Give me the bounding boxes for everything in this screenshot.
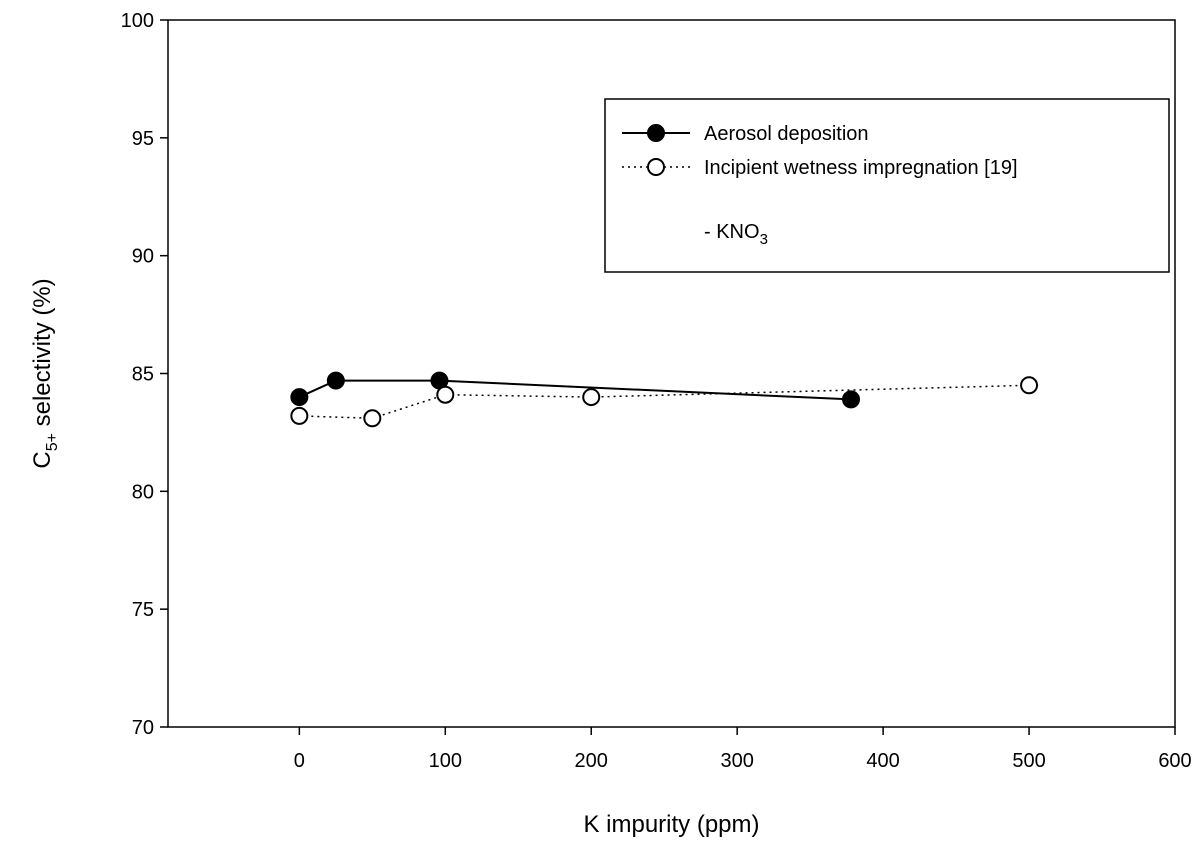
- x-tick-label: 200: [575, 750, 608, 772]
- series-1-point: [1020, 376, 1039, 395]
- y-axis-title-main: C: [29, 451, 56, 468]
- series-0-line: [298, 379, 852, 401]
- y-tick-label: 75: [132, 599, 154, 621]
- series-1-point: [436, 385, 455, 404]
- legend: Aerosol deposition Incipient wetness impr…: [604, 98, 1170, 273]
- y-axis-title: C5+ selectivity (%): [29, 278, 61, 468]
- x-tick-label: 600: [1158, 750, 1191, 772]
- y-axis-title-rest: selectivity (%): [29, 278, 56, 433]
- legend-label-1: Incipient wetness impregnation [19]: [704, 157, 1018, 179]
- series-1-point: [363, 409, 382, 428]
- y-tick-label: 85: [132, 364, 154, 386]
- x-axis-ticks: 0 100 200 300 400 500 600: [294, 727, 1192, 772]
- y-tick-label: 90: [132, 246, 154, 268]
- y-tick-label: 100: [121, 10, 154, 32]
- series-layer: [290, 371, 1039, 428]
- legend-label-0: Aerosol deposition: [704, 123, 869, 145]
- series-1-point: [582, 388, 601, 407]
- legend-marker-1: [647, 158, 665, 176]
- y-tick-label: 95: [132, 128, 154, 150]
- legend-note-main: - KNO: [704, 221, 760, 243]
- x-tick-label: 500: [1012, 750, 1045, 772]
- x-tick-label: 300: [720, 750, 753, 772]
- series-1-point: [290, 406, 309, 425]
- x-axis-title: K impurity (ppm): [583, 811, 759, 838]
- legend-note: - KNO3: [704, 221, 768, 248]
- series-0-point: [290, 388, 309, 407]
- legend-marker-0: [647, 124, 665, 142]
- x-tick-label: 400: [866, 750, 899, 772]
- series-1-line: [299, 384, 1030, 420]
- y-axis-ticks: 70 75 80 85 90 95 100: [121, 10, 168, 739]
- y-tick-label: 80: [132, 481, 154, 503]
- x-tick-label: 100: [429, 750, 462, 772]
- series-0-point: [842, 390, 861, 409]
- y-tick-label: 70: [132, 717, 154, 739]
- y-axis-title-subscript: 5+: [44, 433, 61, 451]
- legend-note-subscript: 3: [760, 231, 768, 248]
- x-tick-label: 0: [294, 750, 305, 772]
- series-0-point: [326, 371, 345, 390]
- legend-box: [604, 98, 1170, 273]
